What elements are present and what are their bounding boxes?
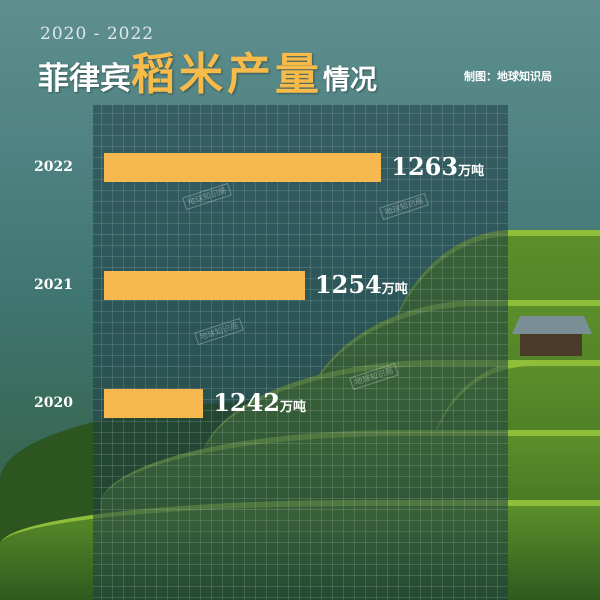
data-value: 1263 — [391, 152, 459, 181]
unit: 万吨 — [280, 400, 307, 415]
bar-2022 — [104, 153, 382, 182]
data-value: 1254 — [314, 270, 382, 299]
y-tick-label: 2022 — [34, 159, 73, 175]
chart-panel — [93, 105, 508, 600]
data-label: 1242万吨 — [213, 388, 306, 417]
data-label: 1254万吨 — [315, 270, 408, 299]
data-value: 1242 — [213, 388, 280, 417]
data-label: 1263万吨 — [391, 152, 484, 181]
title-part: 情况 — [323, 65, 377, 96]
hut — [512, 316, 592, 362]
unit: 万吨 — [458, 164, 485, 179]
credit: 制图：地球知识局 — [464, 70, 552, 83]
unit: 万吨 — [381, 282, 408, 297]
page-title: 菲律宾稻米产量情况 — [38, 38, 377, 102]
title-highlight: 稻米产量 — [131, 49, 323, 100]
subtitle: 2020 - 2022 — [40, 24, 155, 44]
y-tick-label: 2021 — [34, 277, 73, 293]
y-tick-label: 2020 — [34, 395, 73, 411]
bar-2020 — [104, 389, 204, 418]
bar-2021 — [104, 271, 305, 300]
title-part: 菲律宾 — [38, 61, 131, 97]
